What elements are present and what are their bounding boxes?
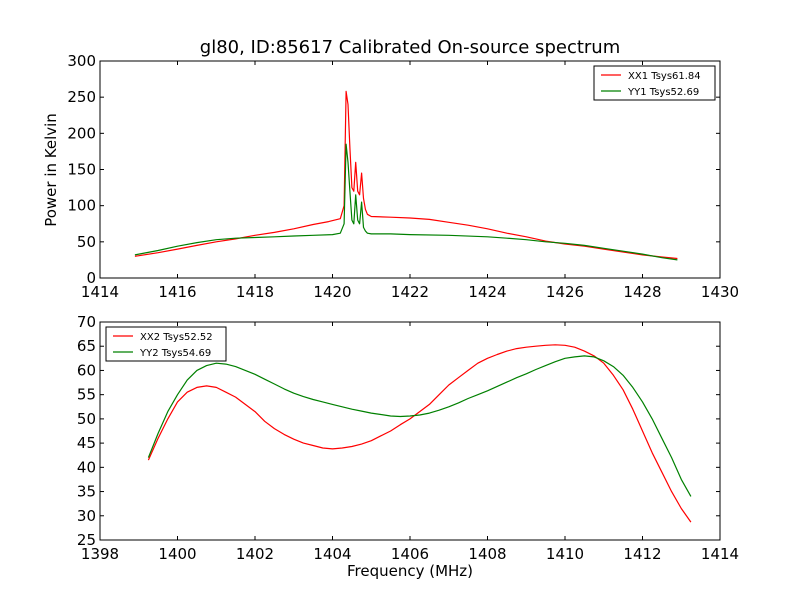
bottom-plot: 1398 1400 1402 1404 1406 1408 1410 1412 1414 25 30… (77, 313, 739, 580)
top-legend-label-yy1: YY1 Tsys52.69 (627, 87, 699, 98)
top-y-tick-label: 150 (67, 161, 96, 179)
bottom-x-tick-label: 1398 (81, 545, 119, 563)
bottom-y-tick-label: 65 (77, 337, 96, 355)
top-y-tick-label: 100 (67, 197, 96, 215)
bottom-y-tick-label: 25 (77, 531, 96, 549)
top-plot-frame (99, 60, 721, 279)
top-x-tick-label: 1426 (546, 283, 584, 301)
top-legend: XX1 Tsys61.84 YY1 Tsys52.69 (593, 65, 716, 101)
top-y-tick-label: 300 (67, 52, 96, 70)
top-legend-label-xx1: XX1 Tsys61.84 (628, 71, 701, 82)
bottom-plot-frame (99, 321, 721, 541)
top-series-layer (134, 90, 678, 261)
bottom-x-tick-label: 1400 (158, 545, 196, 563)
top-y-tick-label: 250 (67, 88, 96, 106)
bottom-legend-label-yy2: YY2 Tsys54.69 (139, 348, 211, 359)
top-x-tick-label: 1420 (313, 283, 351, 301)
bottom-x-tick-label: 1412 (623, 545, 661, 563)
top-y-axis-label: Power in Kelvin (42, 113, 60, 227)
bottom-x-tick-label: 1414 (701, 545, 739, 563)
bottom-y-tick-label: 50 (77, 410, 96, 428)
bottom-x-tick-label: 1406 (391, 545, 429, 563)
bottom-series-layer (147, 344, 692, 523)
bottom-series-line-xx2 (147, 344, 692, 523)
top-chart-title: gl80, ID:85617 Calibrated On-source spec… (200, 37, 620, 58)
top-y-tick-label: 200 (67, 124, 96, 142)
bottom-y-tick-label: 35 (77, 483, 96, 501)
top-x-tick-label: 1418 (236, 283, 274, 301)
top-x-tick-label: 1430 (701, 283, 739, 301)
bottom-x-tick-label: 1408 (468, 545, 506, 563)
top-legend-box (593, 65, 716, 101)
top-tick-layer: 1414 1416 1418 1420 1422 1424 1426 1428 1430 0 50 1… (67, 52, 739, 301)
bottom-y-tick-label: 70 (77, 313, 96, 331)
top-x-tick-label: 1428 (623, 283, 661, 301)
top-x-tick-label: 1422 (391, 283, 429, 301)
bottom-x-tick-label: 1402 (236, 545, 274, 563)
bottom-x-tick-label: 1404 (313, 545, 351, 563)
top-series-line-yy1 (134, 143, 678, 261)
bottom-x-tick-label: 1410 (546, 545, 584, 563)
top-y-tick-label: 50 (77, 233, 96, 251)
bottom-legend-box (105, 326, 227, 362)
bottom-y-tick-label: 30 (77, 507, 96, 525)
top-x-tick-label: 1424 (468, 283, 506, 301)
top-x-tick-label: 1416 (158, 283, 196, 301)
top-y-tick-label: 0 (86, 269, 96, 287)
bottom-y-tick-label: 40 (77, 458, 96, 476)
bottom-series-line-yy2 (147, 355, 692, 497)
bottom-legend: XX2 Tsys52.52 YY2 Tsys54.69 (105, 326, 227, 362)
bottom-y-tick-label: 60 (77, 361, 96, 379)
bottom-legend-label-xx2: XX2 Tsys52.52 (140, 332, 213, 343)
bottom-y-tick-label: 55 (77, 386, 96, 404)
bottom-y-tick-label: 45 (77, 434, 96, 452)
bottom-tick-layer: 1398 1400 1402 1404 1406 1408 1410 1412 1414 25 30… (77, 313, 739, 563)
top-plot: 1414 1416 1418 1420 1422 1424 1426 1428 1430 0 50 1… (42, 52, 739, 301)
bottom-x-axis-label: Frequency (MHz) (347, 562, 473, 580)
top-x-tick-label: 1414 (81, 283, 119, 301)
